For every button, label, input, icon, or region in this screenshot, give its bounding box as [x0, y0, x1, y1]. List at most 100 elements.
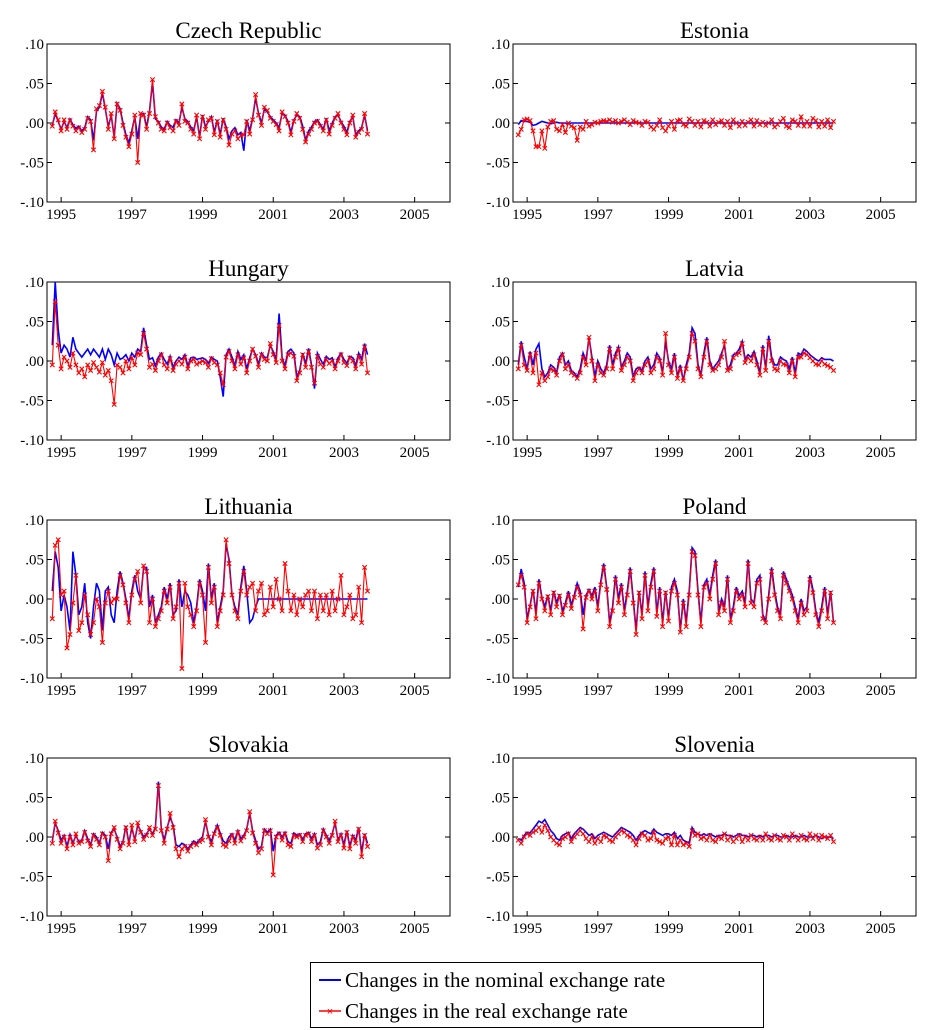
data-point-real — [692, 832, 698, 838]
data-point-real — [689, 828, 695, 834]
data-point-real — [686, 354, 692, 360]
data-point-real — [551, 590, 557, 596]
x-tick-label: 1997 — [583, 445, 614, 461]
data-point-real — [211, 132, 217, 138]
data-point-real — [329, 588, 335, 594]
data-point-real — [64, 846, 70, 852]
data-point-real — [769, 358, 775, 364]
y-tick-label: .10 — [25, 275, 44, 291]
data-point-real — [93, 836, 100, 842]
data-point-real — [695, 118, 701, 124]
data-point-real — [152, 826, 158, 832]
data-point-real — [332, 366, 338, 372]
data-point-real — [745, 560, 751, 567]
x-tick-label: 1995 — [512, 445, 542, 461]
data-point-real — [754, 362, 760, 368]
data-point-real — [736, 596, 742, 602]
data-point-real — [52, 299, 58, 305]
data-point-real — [173, 118, 179, 124]
data-point-real — [362, 344, 368, 350]
data-point-real — [149, 832, 156, 838]
data-point-real — [627, 568, 633, 574]
data-point-real — [167, 356, 173, 362]
data-point-real — [85, 362, 91, 368]
y-tick-label: .10 — [491, 751, 510, 767]
data-point-real — [721, 338, 728, 344]
data-point-real — [338, 572, 344, 578]
data-point-real — [772, 366, 778, 372]
data-point-real — [701, 118, 707, 124]
data-point-real — [692, 552, 698, 559]
data-point-real — [618, 584, 624, 590]
data-point-real — [311, 120, 318, 126]
data-point-real — [804, 608, 810, 614]
data-point-real — [182, 354, 188, 360]
data-point-real — [341, 126, 347, 132]
data-point-real — [751, 352, 757, 358]
data-point-real — [574, 584, 580, 590]
data-point-real — [769, 117, 775, 123]
data-point-real — [692, 338, 698, 344]
data-point-real — [542, 822, 548, 828]
data-point-real — [214, 362, 220, 368]
data-point-real — [780, 572, 786, 578]
data-point-real — [689, 118, 695, 124]
x-tick-label: 2005 — [866, 445, 896, 461]
data-point-real — [739, 118, 745, 124]
panel-title: Czech Republic — [175, 18, 321, 43]
data-point-real — [235, 829, 241, 835]
data-point-real — [253, 353, 259, 359]
y-tick-label: .10 — [491, 37, 510, 53]
x-tick-label: 1995 — [46, 207, 76, 223]
y-tick-label: .10 — [25, 751, 44, 767]
data-point-real — [126, 144, 132, 150]
data-point-real — [264, 107, 270, 113]
data-point-real — [654, 613, 660, 619]
data-point-real — [801, 123, 807, 129]
data-point-real — [194, 608, 200, 614]
data-point-real — [250, 580, 256, 586]
data-point-real — [308, 839, 315, 845]
data-point-real — [786, 837, 792, 843]
data-point-real — [167, 584, 173, 590]
data-point-real — [819, 832, 825, 838]
data-point-real — [176, 122, 182, 128]
y-tick-label: .05 — [491, 315, 510, 331]
data-point-real — [146, 110, 153, 117]
data-point-real — [542, 608, 548, 614]
data-point-real — [630, 837, 636, 843]
data-point-real — [158, 828, 164, 834]
data-point-real — [185, 848, 191, 854]
data-point-real — [132, 839, 138, 845]
data-point-real — [610, 119, 616, 125]
data-point-real — [294, 612, 300, 618]
x-tick-label: 2003 — [795, 921, 825, 937]
data-point-real — [141, 563, 147, 569]
data-point-real — [651, 126, 657, 132]
data-point-real — [344, 604, 350, 610]
data-point-real — [707, 362, 713, 368]
x-tick-label: 2005 — [866, 207, 896, 223]
data-point-real — [114, 836, 120, 842]
data-point-real — [769, 837, 775, 843]
data-point-real — [170, 128, 176, 134]
data-point-real — [698, 624, 704, 630]
panel-title: Slovakia — [208, 732, 289, 757]
data-point-real — [241, 355, 247, 361]
data-point-real — [692, 122, 698, 128]
y-tick-label: -.05 — [20, 632, 44, 648]
data-point-real — [88, 631, 94, 638]
data-point-real — [660, 372, 666, 378]
data-point-real — [527, 352, 533, 358]
data-point-real — [61, 354, 67, 360]
data-point-real — [170, 616, 176, 622]
data-point-real — [716, 362, 722, 368]
data-point-real — [255, 850, 262, 856]
data-point-real — [721, 122, 728, 128]
data-point-real — [76, 370, 82, 376]
data-point-real — [282, 560, 288, 567]
data-point-real — [326, 612, 332, 618]
data-point-real — [568, 123, 574, 129]
data-point-real — [604, 366, 610, 372]
data-point-real — [52, 542, 58, 548]
